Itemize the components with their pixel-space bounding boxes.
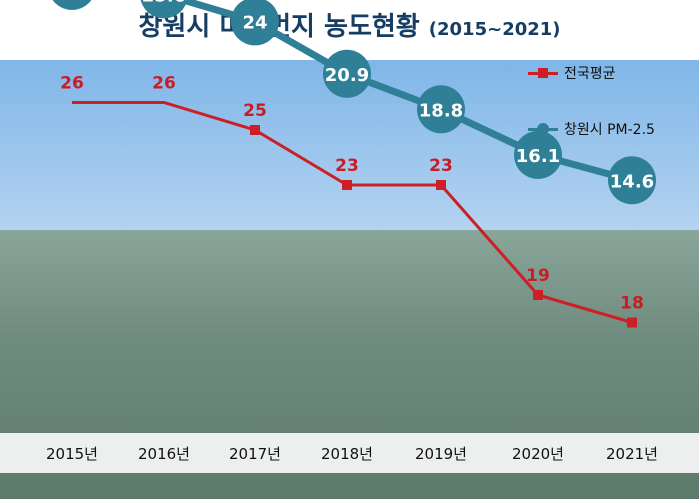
changwon-value-label: 25.6	[142, 0, 186, 6]
x-axis-band	[0, 433, 699, 473]
chart-legend: 전국평균 창원시 PM-2.5	[528, 62, 655, 174]
national-point-marker	[533, 290, 543, 300]
x-tick-label: 2017년	[229, 445, 281, 463]
national-value-label: 19	[526, 266, 550, 286]
changwon-point-marker	[140, 0, 188, 19]
changwon-value-label: 16.1	[516, 146, 560, 167]
legend-marker-circle	[537, 122, 549, 135]
x-tick-label: 2020년	[512, 445, 564, 463]
x-tick-label: 2015년	[46, 445, 98, 463]
legend-item-national: 전국평균	[528, 62, 655, 84]
national-value-label: 23	[335, 156, 359, 176]
x-tick-label: 2018년	[321, 445, 373, 463]
x-tick-label: 2016년	[138, 445, 190, 463]
national-value-label: 26	[60, 74, 84, 94]
legend-item-changwon: 창원시 PM-2.5	[528, 118, 655, 140]
national-point-marker	[436, 180, 446, 190]
national-point-marker	[250, 125, 260, 135]
changwon-value-label: 20.9	[325, 65, 369, 86]
changwon-point-marker	[608, 156, 656, 205]
changwon-point-marker	[231, 0, 279, 46]
changwon-point-marker	[52, 0, 92, 10]
x-tick-label: 2019년	[415, 445, 467, 463]
legend-swatch-changwon	[528, 122, 558, 135]
legend-label-national: 전국평균	[564, 66, 616, 82]
changwon-value-label: 24	[242, 12, 267, 33]
national-value-label: 26	[152, 74, 176, 94]
x-tick-label: 2021년	[606, 445, 658, 463]
changwon-value-label: 18.8	[419, 100, 463, 121]
legend-swatch-national	[528, 67, 558, 78]
national-point-marker	[342, 180, 352, 190]
changwon-point-marker	[417, 85, 465, 134]
national-value-label: 25	[243, 101, 267, 121]
national-value-label: 23	[429, 156, 453, 176]
national-point-marker	[627, 317, 637, 328]
changwon-point-marker	[323, 49, 371, 98]
changwon-value-label: 14.6	[610, 171, 654, 192]
legend-marker-square	[538, 67, 548, 78]
national-value-label: 18	[620, 294, 644, 314]
legend-label-changwon: 창원시 PM-2.5	[564, 122, 655, 138]
chart-title-range: (2015~2021)	[428, 19, 561, 40]
changwon-point-marker	[514, 130, 562, 179]
